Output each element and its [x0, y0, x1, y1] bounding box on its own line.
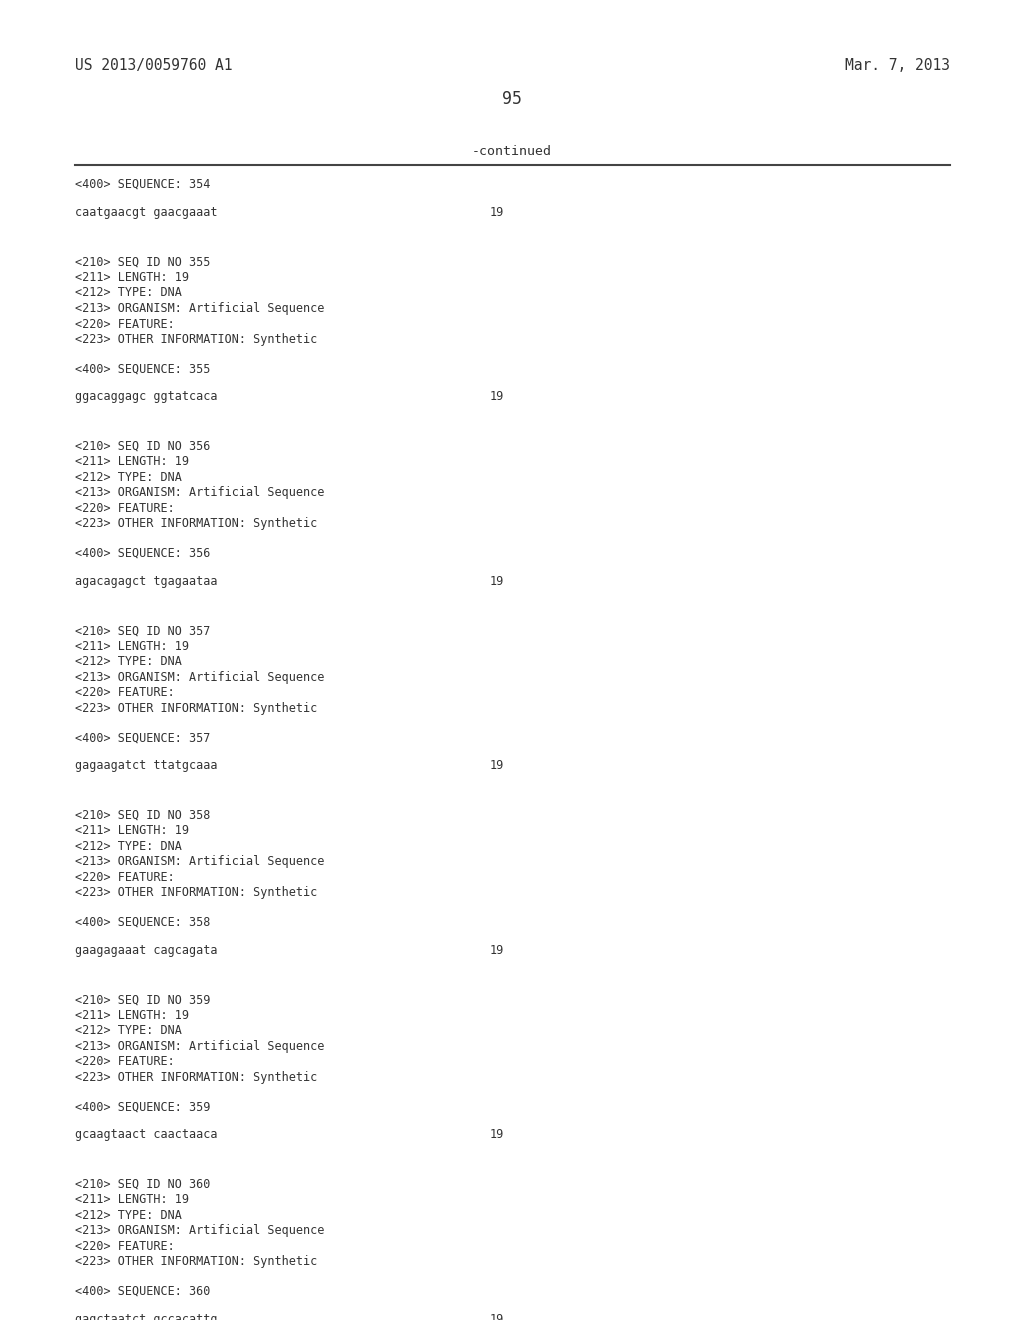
Text: gcaagtaact caactaaca: gcaagtaact caactaaca: [75, 1129, 217, 1142]
Text: <400> SEQUENCE: 360: <400> SEQUENCE: 360: [75, 1284, 210, 1298]
Text: <213> ORGANISM: Artificial Sequence: <213> ORGANISM: Artificial Sequence: [75, 302, 325, 315]
Text: gaagagaaat cagcagata: gaagagaaat cagcagata: [75, 944, 217, 957]
Text: <212> TYPE: DNA: <212> TYPE: DNA: [75, 471, 182, 484]
Text: <223> OTHER INFORMATION: Synthetic: <223> OTHER INFORMATION: Synthetic: [75, 333, 317, 346]
Text: <400> SEQUENCE: 354: <400> SEQUENCE: 354: [75, 178, 210, 191]
Text: <400> SEQUENCE: 355: <400> SEQUENCE: 355: [75, 363, 210, 375]
Text: 19: 19: [490, 1129, 504, 1142]
Text: <400> SEQUENCE: 356: <400> SEQUENCE: 356: [75, 546, 210, 560]
Text: US 2013/0059760 A1: US 2013/0059760 A1: [75, 58, 232, 73]
Text: caatgaacgt gaacgaaat: caatgaacgt gaacgaaat: [75, 206, 217, 219]
Text: <212> TYPE: DNA: <212> TYPE: DNA: [75, 840, 182, 853]
Text: <213> ORGANISM: Artificial Sequence: <213> ORGANISM: Artificial Sequence: [75, 855, 325, 869]
Text: <220> FEATURE:: <220> FEATURE:: [75, 1239, 175, 1253]
Text: 19: 19: [490, 206, 504, 219]
Text: <212> TYPE: DNA: <212> TYPE: DNA: [75, 286, 182, 300]
Text: 19: 19: [490, 759, 504, 772]
Text: <211> LENGTH: 19: <211> LENGTH: 19: [75, 1193, 189, 1206]
Text: 95: 95: [502, 90, 522, 108]
Text: <220> FEATURE:: <220> FEATURE:: [75, 502, 175, 515]
Text: <213> ORGANISM: Artificial Sequence: <213> ORGANISM: Artificial Sequence: [75, 487, 325, 499]
Text: <211> LENGTH: 19: <211> LENGTH: 19: [75, 271, 189, 284]
Text: 19: 19: [490, 944, 504, 957]
Text: ggacaggagc ggtatcaca: ggacaggagc ggtatcaca: [75, 391, 217, 404]
Text: gagctaatct gccacattg: gagctaatct gccacattg: [75, 1312, 217, 1320]
Text: <212> TYPE: DNA: <212> TYPE: DNA: [75, 1024, 182, 1038]
Text: 19: 19: [490, 391, 504, 404]
Text: <212> TYPE: DNA: <212> TYPE: DNA: [75, 656, 182, 668]
Text: <400> SEQUENCE: 359: <400> SEQUENCE: 359: [75, 1101, 210, 1113]
Text: gagaagatct ttatgcaaa: gagaagatct ttatgcaaa: [75, 759, 217, 772]
Text: <220> FEATURE:: <220> FEATURE:: [75, 1055, 175, 1068]
Text: <210> SEQ ID NO 357: <210> SEQ ID NO 357: [75, 624, 210, 638]
Text: <220> FEATURE:: <220> FEATURE:: [75, 318, 175, 330]
Text: 19: 19: [490, 1312, 504, 1320]
Text: <223> OTHER INFORMATION: Synthetic: <223> OTHER INFORMATION: Synthetic: [75, 1255, 317, 1269]
Text: <210> SEQ ID NO 360: <210> SEQ ID NO 360: [75, 1177, 210, 1191]
Text: <213> ORGANISM: Artificial Sequence: <213> ORGANISM: Artificial Sequence: [75, 671, 325, 684]
Text: 19: 19: [490, 574, 504, 587]
Text: <211> LENGTH: 19: <211> LENGTH: 19: [75, 455, 189, 469]
Text: <223> OTHER INFORMATION: Synthetic: <223> OTHER INFORMATION: Synthetic: [75, 1071, 317, 1084]
Text: <223> OTHER INFORMATION: Synthetic: <223> OTHER INFORMATION: Synthetic: [75, 702, 317, 715]
Text: <210> SEQ ID NO 358: <210> SEQ ID NO 358: [75, 809, 210, 822]
Text: <213> ORGANISM: Artificial Sequence: <213> ORGANISM: Artificial Sequence: [75, 1224, 325, 1237]
Text: <223> OTHER INFORMATION: Synthetic: <223> OTHER INFORMATION: Synthetic: [75, 517, 317, 531]
Text: <210> SEQ ID NO 359: <210> SEQ ID NO 359: [75, 994, 210, 1006]
Text: -continued: -continued: [472, 145, 552, 158]
Text: <211> LENGTH: 19: <211> LENGTH: 19: [75, 640, 189, 653]
Text: <210> SEQ ID NO 355: <210> SEQ ID NO 355: [75, 256, 210, 268]
Text: <223> OTHER INFORMATION: Synthetic: <223> OTHER INFORMATION: Synthetic: [75, 886, 317, 899]
Text: agacagagct tgagaataa: agacagagct tgagaataa: [75, 574, 217, 587]
Text: <211> LENGTH: 19: <211> LENGTH: 19: [75, 825, 189, 837]
Text: <220> FEATURE:: <220> FEATURE:: [75, 871, 175, 884]
Text: <220> FEATURE:: <220> FEATURE:: [75, 686, 175, 700]
Text: <211> LENGTH: 19: <211> LENGTH: 19: [75, 1008, 189, 1022]
Text: <400> SEQUENCE: 358: <400> SEQUENCE: 358: [75, 916, 210, 929]
Text: <212> TYPE: DNA: <212> TYPE: DNA: [75, 1209, 182, 1222]
Text: <210> SEQ ID NO 356: <210> SEQ ID NO 356: [75, 440, 210, 453]
Text: Mar. 7, 2013: Mar. 7, 2013: [845, 58, 950, 73]
Text: <213> ORGANISM: Artificial Sequence: <213> ORGANISM: Artificial Sequence: [75, 1040, 325, 1053]
Text: <400> SEQUENCE: 357: <400> SEQUENCE: 357: [75, 731, 210, 744]
